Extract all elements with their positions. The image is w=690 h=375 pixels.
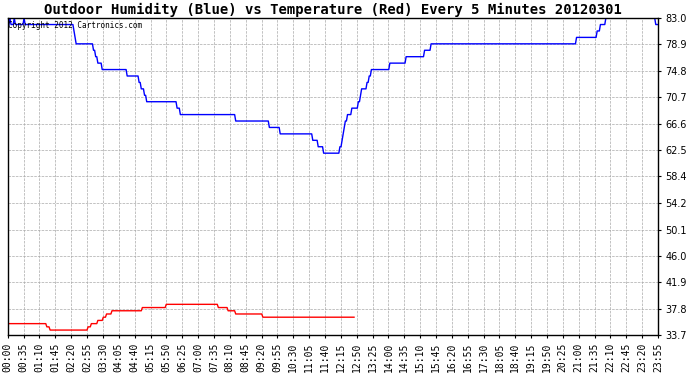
Title: Outdoor Humidity (Blue) vs Temperature (Red) Every 5 Minutes 20120301: Outdoor Humidity (Blue) vs Temperature (…	[44, 3, 622, 17]
Text: Copyright 2012 Cartronics.com: Copyright 2012 Cartronics.com	[8, 21, 143, 30]
